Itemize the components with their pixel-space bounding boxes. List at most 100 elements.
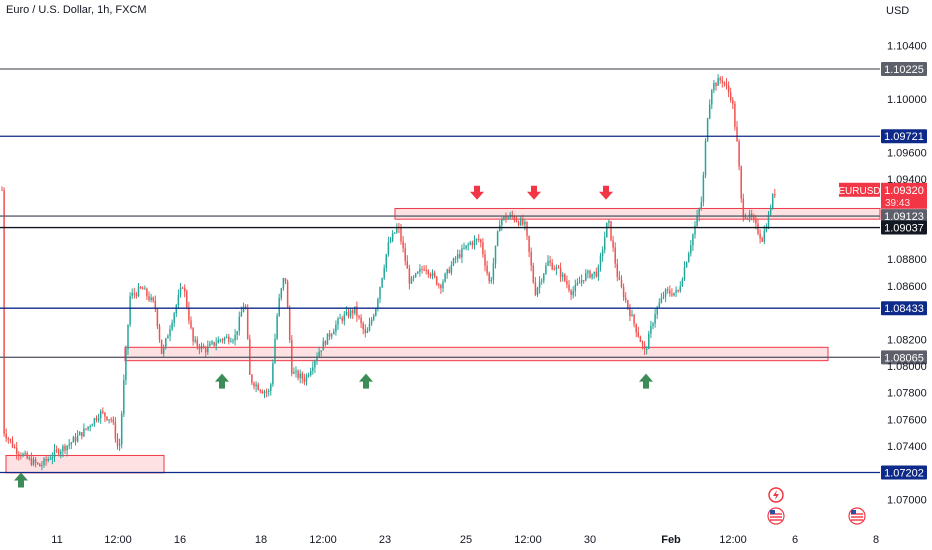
candle-body <box>538 281 541 288</box>
candle-body <box>551 262 553 270</box>
price-tick-label: 1.07600 <box>887 414 927 426</box>
candle-body <box>608 221 610 223</box>
candle <box>597 264 600 281</box>
candle <box>706 117 709 143</box>
candle <box>419 264 421 277</box>
candle <box>93 417 96 427</box>
zones <box>5 207 881 474</box>
candle-body <box>494 245 497 264</box>
candle <box>364 324 367 338</box>
candle <box>490 276 493 284</box>
candle-body <box>637 332 640 337</box>
candle <box>194 336 196 344</box>
candle-body <box>711 90 713 105</box>
candle <box>330 332 333 340</box>
candle <box>721 76 724 88</box>
candle <box>675 286 677 297</box>
level-price-label: 1.09123 <box>884 211 924 223</box>
candle-body <box>70 442 73 445</box>
candle-body <box>349 310 352 317</box>
candle <box>736 121 738 142</box>
candle-body <box>316 356 318 362</box>
candle-body <box>587 270 589 273</box>
candle-body <box>177 295 180 306</box>
candle-body <box>175 305 178 314</box>
candle <box>204 345 207 358</box>
candle-body <box>708 104 711 119</box>
candle <box>167 333 169 339</box>
candle-body <box>503 216 505 219</box>
candle-body <box>769 208 772 215</box>
level-price-tag <box>881 61 927 76</box>
candle <box>530 247 532 272</box>
candle-body <box>381 277 383 288</box>
candle-body <box>278 297 280 316</box>
candle <box>555 264 558 276</box>
candle-body <box>664 289 667 297</box>
price-tick-label: 1.09400 <box>887 174 927 186</box>
candle <box>261 389 264 394</box>
candle <box>238 311 241 336</box>
candle-body <box>654 314 656 324</box>
candle-body <box>480 239 482 243</box>
candle <box>734 100 736 131</box>
candle-body <box>629 307 631 317</box>
candle <box>658 298 661 308</box>
candle-body <box>570 290 572 295</box>
up-arrow-icon <box>215 373 229 389</box>
candle <box>494 245 497 269</box>
candle-body <box>643 344 646 350</box>
candle <box>375 307 377 317</box>
candle <box>505 212 507 223</box>
candle <box>320 350 322 357</box>
candle <box>154 295 157 313</box>
candle-body <box>561 274 564 277</box>
candle <box>171 319 173 332</box>
candle <box>57 447 60 457</box>
candle-body <box>612 240 614 248</box>
candle <box>78 431 81 436</box>
candle-body <box>616 263 619 277</box>
candle-body <box>74 437 77 442</box>
candle <box>742 193 745 222</box>
level-price-label: 1.08065 <box>884 352 924 364</box>
candle-body <box>564 274 566 281</box>
candle-body <box>526 221 528 236</box>
candle-body <box>232 340 234 342</box>
candle <box>501 217 503 231</box>
candle-body <box>524 221 526 225</box>
candle <box>286 279 289 309</box>
candle-body <box>43 458 45 466</box>
candle-body <box>89 426 91 428</box>
candle <box>412 275 415 282</box>
candle-body <box>217 339 220 344</box>
candle-body <box>387 242 390 255</box>
candle-body <box>118 444 121 446</box>
candle-body <box>471 242 474 246</box>
candle <box>421 265 423 274</box>
candle-body <box>383 268 385 278</box>
candle-body <box>597 266 600 277</box>
candle-body <box>677 289 679 292</box>
candle-body <box>41 465 43 467</box>
candle-body <box>295 370 297 373</box>
candle <box>137 283 140 297</box>
candle-body <box>13 446 16 448</box>
candle <box>362 321 364 335</box>
candle-body <box>774 194 776 196</box>
candle-body <box>87 426 89 429</box>
candle-body <box>192 327 194 342</box>
candle-body <box>99 411 102 419</box>
candle <box>324 340 327 347</box>
candle-body <box>83 428 85 437</box>
candle <box>179 283 182 298</box>
time-tick-label: 12:00 <box>719 534 747 546</box>
candle-body <box>490 279 493 282</box>
candle <box>181 286 184 289</box>
level-price-label: 1.09037 <box>884 223 924 235</box>
candle <box>51 452 54 465</box>
down-arrow-icon <box>470 185 484 200</box>
candle <box>76 430 79 443</box>
candle-body <box>62 445 64 452</box>
